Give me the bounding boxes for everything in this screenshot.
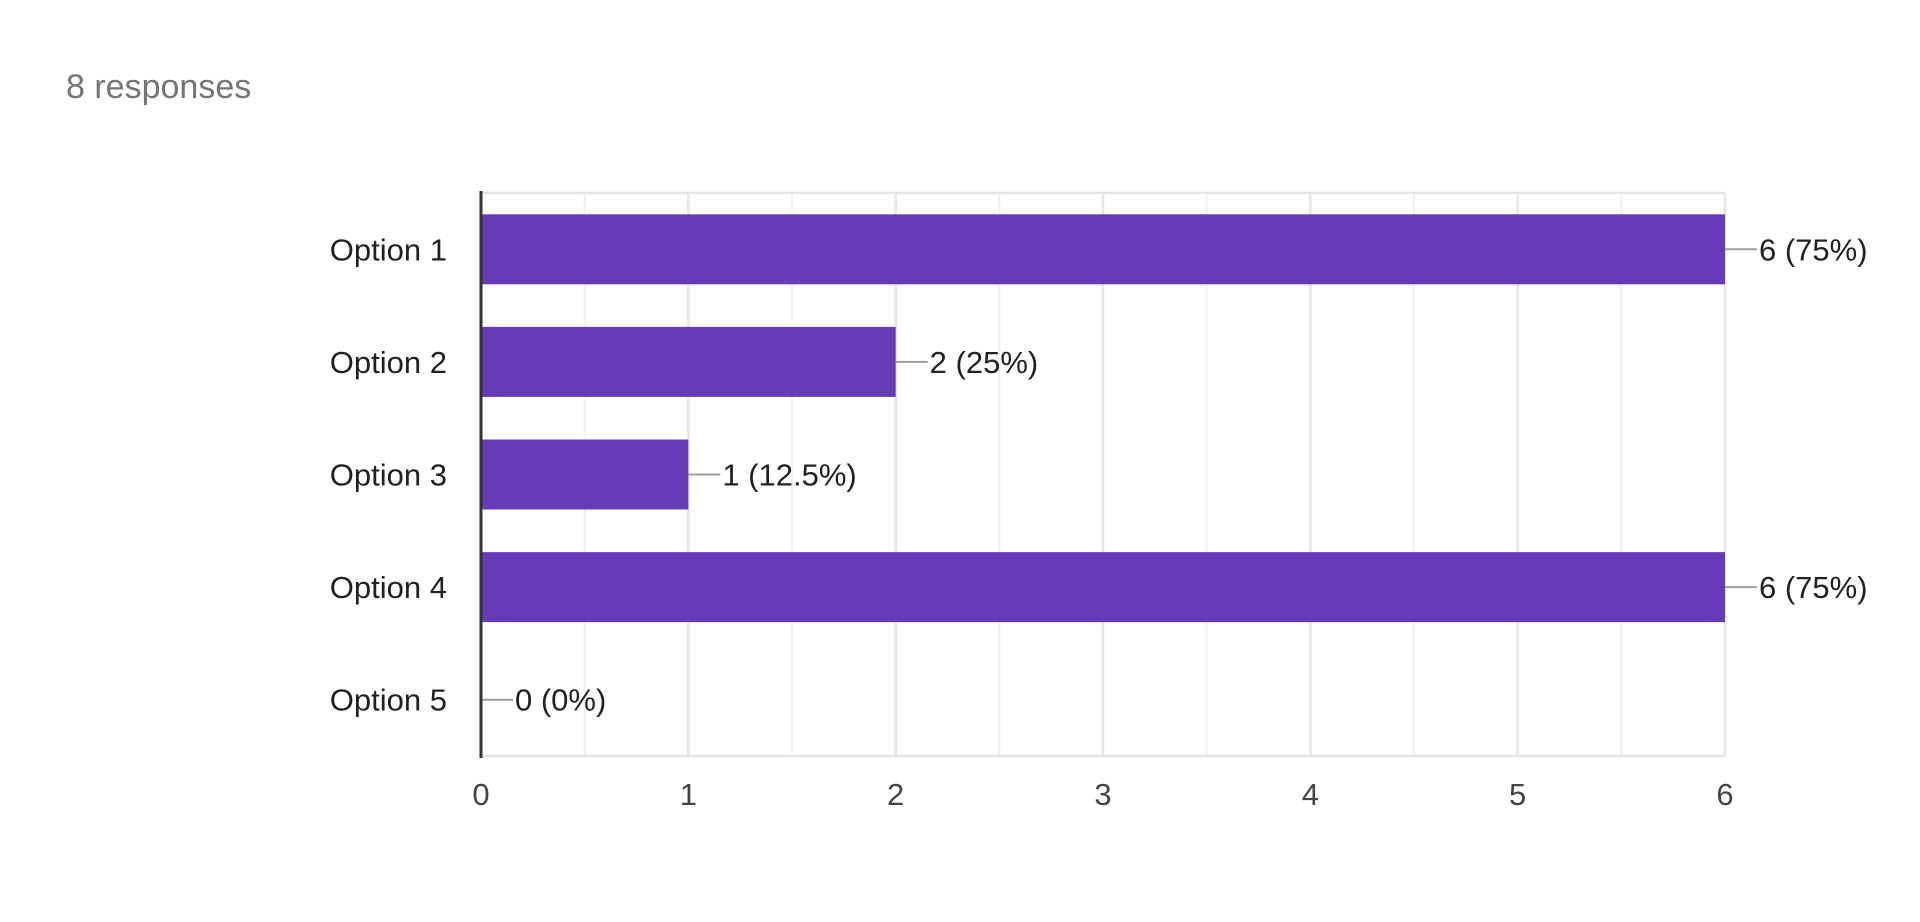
bar-3 bbox=[481, 439, 689, 510]
category-label: Option 3 bbox=[330, 458, 447, 493]
x-tick-label: 3 bbox=[1094, 777, 1111, 812]
x-tick-label: 5 bbox=[1509, 777, 1526, 812]
x-tick-label: 2 bbox=[887, 777, 904, 812]
bar-1 bbox=[481, 214, 1725, 285]
category-label: Option 1 bbox=[330, 232, 447, 267]
bars bbox=[481, 214, 1725, 623]
x-tick-label: 1 bbox=[680, 777, 697, 812]
bar-2 bbox=[481, 326, 896, 397]
data-label: 6 (75%) bbox=[1759, 232, 1868, 267]
labels: Option 1 6 (75%) Option 2 2 (25%) Option 3 1 … bbox=[330, 232, 1868, 812]
data-label: 6 (75%) bbox=[1759, 570, 1868, 605]
leader-lines bbox=[481, 248, 1757, 701]
grid-lines bbox=[481, 191, 1727, 758]
data-label: 2 (25%) bbox=[930, 345, 1039, 380]
x-tick-label: 0 bbox=[472, 777, 489, 812]
data-label: 1 (12.5%) bbox=[722, 458, 856, 493]
data-label: 0 (0%) bbox=[515, 683, 606, 718]
category-label: Option 2 bbox=[330, 345, 447, 380]
category-label: Option 4 bbox=[330, 570, 447, 605]
x-tick-label: 4 bbox=[1302, 777, 1319, 812]
response-count: 8 responses bbox=[66, 68, 252, 106]
bar-4 bbox=[481, 552, 1725, 623]
category-label: Option 5 bbox=[330, 683, 447, 718]
x-tick-label: 6 bbox=[1716, 777, 1733, 812]
